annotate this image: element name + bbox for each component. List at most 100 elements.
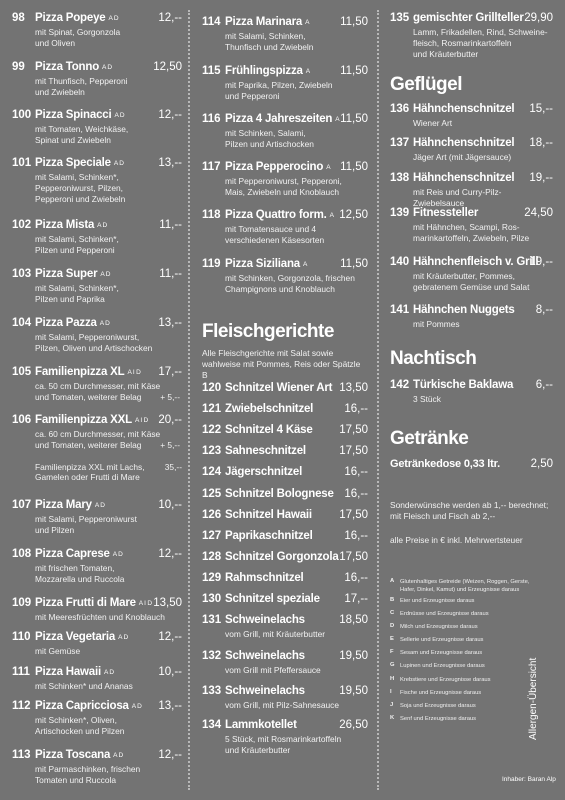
item-allergen-codes: A D xyxy=(104,669,114,676)
item-price: 26,50 xyxy=(339,719,368,731)
description-line: vom Grill mit Pfeffersauce xyxy=(225,665,321,675)
item-name-text: Hähnchenfleisch v. Grill xyxy=(413,256,539,268)
item-number: 105 xyxy=(12,366,32,378)
item-number: 114 xyxy=(202,16,221,28)
item-number: 142 xyxy=(390,379,410,391)
description-line: gebratenem Gemüse und Salat xyxy=(413,282,530,292)
item-name: Familienpizza XL A I D xyxy=(35,366,141,378)
item-number: 98 xyxy=(12,12,25,24)
item-name: Pizza Popeye A D xyxy=(35,12,119,24)
allergen-text: Krebstiere und Erzeugnisse daraus xyxy=(400,676,491,684)
item-name: Zwiebelschnitzel xyxy=(225,403,313,415)
allergen-text: Fische und Erzeugnisse daraus xyxy=(400,689,481,697)
item-name-text: Pizza Quattro form. xyxy=(225,209,327,221)
item-name: Pizza Frutti di Mare A I D xyxy=(35,597,152,609)
item-allergen-codes: A I D xyxy=(138,600,152,607)
description-line: mit Reis und Curry-Pilz-Zwiebelsauce xyxy=(413,187,502,208)
description-line: mit Salami, Schinken*, xyxy=(35,234,119,244)
allergen-row: D Milch und Erzeugnisse daraus xyxy=(390,623,535,636)
item-name-text: Pizza 4 Jahreszeiten xyxy=(225,113,333,125)
description-line: und Kräuterbutter xyxy=(225,745,291,755)
item-allergen-codes: A D xyxy=(131,703,142,710)
item-name-text: Pizza Spinacci xyxy=(35,109,112,121)
item-name-text: Pizza Speciale xyxy=(35,157,111,169)
item-number: 123 xyxy=(202,445,222,457)
item-name-text: Pizza Super xyxy=(35,268,98,280)
description-line: Jäger Art (mit Jägersauce) xyxy=(413,152,512,162)
description-line: mit Schinken* und Ananas xyxy=(35,681,133,691)
description-line: mit Meeresfrüchten und Knoblauch xyxy=(35,612,165,622)
allergen-row: B Eier und Erzeugnisse daraus xyxy=(390,597,535,610)
item-allergen-codes: A I D xyxy=(127,369,141,376)
item-description: vom Grill, mit Pilz-Sahnesauce xyxy=(225,700,366,711)
item-price: 17,50 xyxy=(339,445,368,457)
item-number: 117 xyxy=(202,161,221,173)
item-price: 11,50 xyxy=(340,16,368,28)
item-description: vom Grill mit Pfeffersauce xyxy=(225,665,366,676)
item-name-text: Pizza Mary xyxy=(35,499,92,511)
item-number: 125 xyxy=(202,488,222,500)
item-description: mit Salami, Schinken*, Pilzen und Paprika xyxy=(35,283,180,305)
description-line: Pilzen und Artischocken xyxy=(225,139,314,149)
item-price: 12,-- xyxy=(158,12,182,24)
item-price: 13,-- xyxy=(158,317,182,329)
item-description: mit Reis und Curry-Pilz-Zwiebelsauce xyxy=(413,187,551,209)
note-line: wahlweise mit Pommes, Reis oder Spätzle … xyxy=(202,359,361,380)
item-name-text: Pizza Mista xyxy=(35,219,95,231)
item-price: 12,50 xyxy=(339,209,368,221)
item-number: 129 xyxy=(202,572,222,584)
description-line: 5 Stück, mit Rosmarinkartoffeln xyxy=(225,734,342,744)
item-price: 19,-- xyxy=(529,172,553,184)
item-name-text: Schnitzel Gorgonzola xyxy=(225,551,339,563)
description-line: mit Salami, Pepperoniwurst, xyxy=(35,332,140,342)
item-name-text: Pizza Pazza xyxy=(35,317,97,329)
description-line: mit Schinken*, Oliven, xyxy=(35,715,117,725)
item-name-text: Pizza Siziliana xyxy=(225,258,300,270)
allergen-row: G Lupinen und Erzeugnisse daraus xyxy=(390,662,535,675)
item-name-text: gemischter Grillteller xyxy=(413,12,524,24)
allergen-line: Sesam und Erzeugnisse daraus xyxy=(400,650,483,657)
description-line: mit Hähnchen, Scampi, Ros- xyxy=(413,222,520,232)
item-number: 110 xyxy=(12,631,31,643)
description-line: mit Schinken, Salami, xyxy=(225,128,306,138)
description-line: mit Gemüse xyxy=(35,646,81,656)
item-name-text: Pizza Popeye xyxy=(35,12,106,24)
item-price: 16,-- xyxy=(344,466,368,478)
item-name-text: Pizza Capricciosa xyxy=(35,700,129,712)
item-description: Lamm, Frikadellen, Rind, Schweine-fleisc… xyxy=(413,27,551,60)
description-line: Thunfisch und Zwiebeln xyxy=(225,42,314,52)
allergen-line: Eier und Erzeugnisse daraus xyxy=(400,598,475,604)
item-price: 19,50 xyxy=(339,650,368,662)
item-price: 17,50 xyxy=(339,424,368,436)
item-name: Hähnchenschnitzel xyxy=(413,172,515,184)
allergen-letter: J xyxy=(390,701,394,708)
item-name: Schnitzel Bolognese xyxy=(225,488,334,500)
item-number: 136 xyxy=(390,103,410,115)
item-name: Schweinelachs xyxy=(225,650,305,662)
description-line: Tomaten und Ruccola xyxy=(35,775,117,785)
item-name-text: Hähnchenschnitzel xyxy=(413,137,515,149)
item-name-text: Zwiebelschnitzel xyxy=(225,403,314,415)
item-description: vom Grill, mit Kräuterbutter xyxy=(225,629,366,640)
item-price: 17,50 xyxy=(339,551,368,563)
item-description: mit Paprika, Pilzen, Zwiebeln und Peppero… xyxy=(225,80,366,102)
description-line: mit Pommes xyxy=(413,319,460,329)
item-description: mit Salami, Schinken*, Pilzen und Peppero… xyxy=(35,234,180,256)
description-line: ca. 50 cm Durchmesser, mit Käse xyxy=(35,381,161,391)
description-line: Pilzen, Oliven und Artischocken xyxy=(35,343,153,353)
item-number: 107 xyxy=(12,499,32,511)
item-description: mit Tomaten, Weichkäse, Spinat und Zwiebe… xyxy=(35,124,180,146)
allergen-letter: B xyxy=(390,597,395,603)
special-wishes-note: Sonderwünsche werden ab 1,-- berechnet; m… xyxy=(390,500,548,522)
item-name: Pizza 4 Jahreszeiten A xyxy=(225,113,340,125)
item-description: mit Meeresfrüchten und Knoblauch xyxy=(35,612,180,623)
item-description: ca. 50 cm Durchmesser, mit Käse und Tomat… xyxy=(35,381,180,403)
description-line: Wiener Art xyxy=(413,118,453,128)
item-number: 120 xyxy=(202,382,222,394)
item-price: 16,-- xyxy=(344,572,368,584)
item-name: Familienpizza XXL A I D xyxy=(35,414,148,426)
item-description: mit frischen Tomaten, Mozzarella und Rucc… xyxy=(35,563,180,585)
item-name-text: Türkische Baklawa xyxy=(413,379,514,391)
item-name: Pizza Quattro form. A xyxy=(225,209,334,221)
item-number: 134 xyxy=(202,719,222,731)
